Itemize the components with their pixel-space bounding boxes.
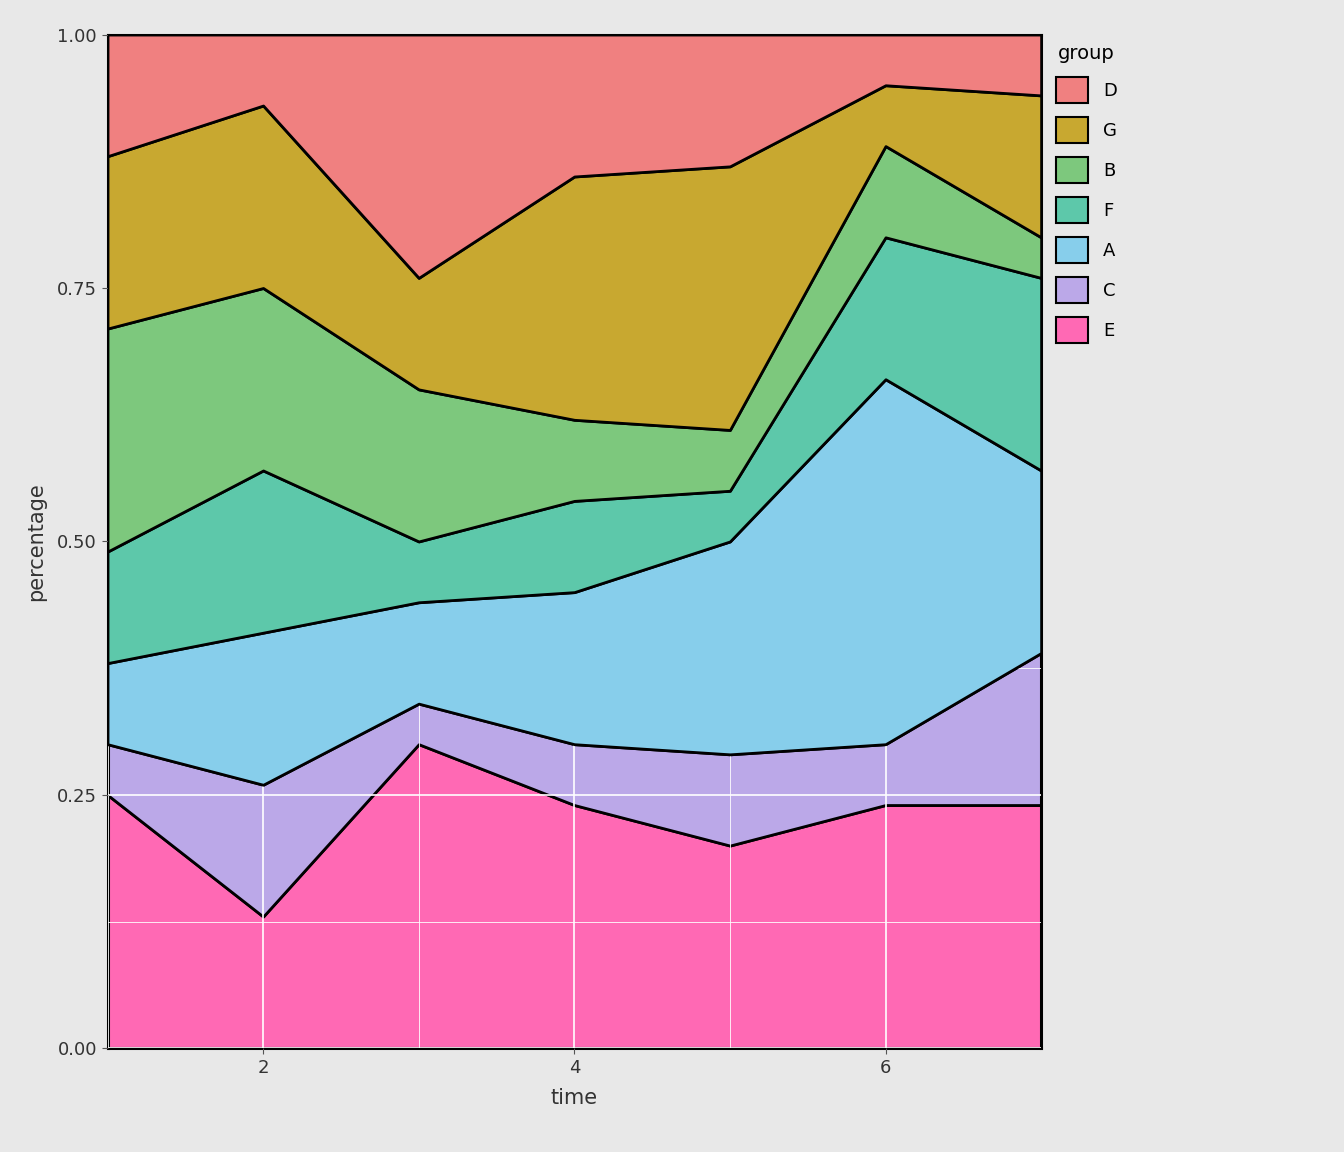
Y-axis label: percentage: percentage bbox=[26, 482, 46, 601]
Legend: D, G, B, F, A, C, E: D, G, B, F, A, C, E bbox=[1056, 44, 1117, 342]
X-axis label: time: time bbox=[551, 1087, 598, 1108]
